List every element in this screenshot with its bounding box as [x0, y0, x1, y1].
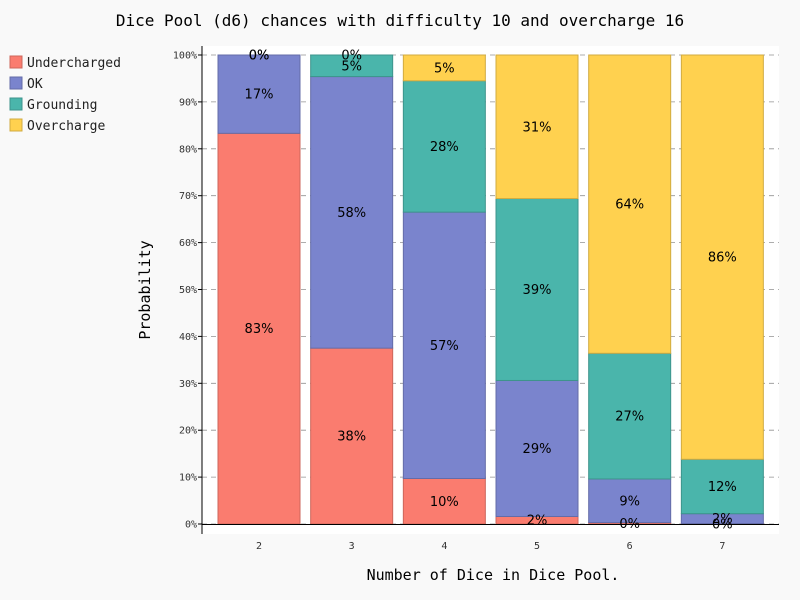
y-tick-label: 20%	[179, 426, 197, 437]
bar-segment-ok	[495, 379, 579, 517]
x-tick-labels: 2 3 4 5 6 7	[256, 541, 725, 552]
data-label: 58%	[337, 206, 366, 221]
bar-segment-grounding	[680, 458, 764, 515]
legend-swatch	[9, 55, 23, 69]
bar-segment-overcharge	[495, 54, 579, 200]
data-label: 31%	[523, 120, 552, 135]
y-tick-labels: 0% 10% 20% 30% 40% 50% 60% 70% 80% 90% 100%	[173, 51, 197, 531]
chart-title: Dice Pool (d6) chances with difficulty 1…	[116, 11, 684, 30]
x-tick-label: 5	[534, 541, 540, 552]
data-label: 9%	[619, 494, 640, 509]
y-tick-label: 60%	[179, 238, 197, 249]
y-tick-label: 90%	[179, 97, 197, 108]
data-label: 0%	[249, 49, 270, 64]
legend-label: Grounding	[27, 98, 97, 113]
x-tick-label: 6	[627, 541, 633, 552]
y-tick-label: 40%	[179, 332, 197, 343]
legend-swatch	[9, 76, 23, 90]
data-label: 27%	[615, 410, 644, 425]
y-tick-label: 0%	[185, 520, 197, 531]
x-tick-label: 2	[256, 541, 262, 552]
bar-segment-undercharged	[217, 132, 301, 525]
legend: Undercharged OK Grounding Overcharge	[9, 55, 121, 134]
data-labels-group: 83%17%0%0%38%58%5%0%10%57%28%5%2%29%39%3…	[245, 49, 737, 533]
legend-label: Undercharged	[27, 56, 121, 71]
data-label: 2%	[527, 514, 548, 529]
x-axis-title: Number of Dice in Dice Pool.	[367, 566, 620, 584]
bar-segment-undercharged	[310, 347, 394, 525]
x-tick-label: 7	[719, 541, 725, 552]
data-label: 38%	[337, 430, 366, 445]
data-label: 29%	[523, 442, 552, 457]
data-label: 39%	[523, 283, 552, 298]
bar-segment-overcharge	[680, 54, 764, 460]
y-tick-label: 100%	[173, 51, 197, 62]
data-label: 10%	[430, 495, 459, 510]
bar-segment-ok	[588, 478, 672, 524]
y-tick-label: 10%	[179, 473, 197, 484]
data-label: 5%	[341, 59, 362, 74]
bar-segment-grounding	[402, 80, 486, 213]
bar-segment-grounding	[310, 54, 394, 78]
data-label: 0%	[341, 49, 362, 64]
legend-swatch	[9, 97, 23, 111]
data-label: 2%	[712, 512, 733, 527]
legend-label: OK	[27, 77, 43, 92]
data-label: 57%	[430, 339, 459, 354]
y-tick-label: 80%	[179, 144, 197, 155]
y-axis-title: Probability	[136, 240, 154, 339]
y-tick-label: 70%	[179, 191, 197, 202]
legend-label: Overcharge	[27, 119, 105, 134]
bar-segment-ok	[310, 76, 394, 349]
bar-segment-overcharge	[588, 54, 672, 354]
data-label: 86%	[708, 251, 737, 266]
data-label: 12%	[708, 480, 737, 495]
bar-segment-overcharge	[402, 54, 486, 82]
x-tick-label: 4	[441, 541, 447, 552]
x-tick-label: 3	[349, 541, 355, 552]
bar-segment-ok	[402, 211, 486, 480]
data-label: 0%	[249, 49, 270, 64]
legend-swatch	[9, 118, 23, 132]
bars-group	[217, 54, 764, 525]
data-label: 83%	[245, 322, 274, 337]
bar-segment-ok	[217, 54, 301, 134]
data-label: 28%	[430, 140, 459, 155]
data-label: 5%	[434, 61, 455, 76]
data-label: 64%	[615, 198, 644, 213]
bar-segment-grounding	[495, 198, 579, 381]
y-tick-label: 30%	[179, 379, 197, 390]
data-label: 17%	[245, 88, 274, 103]
y-tick-label: 50%	[179, 285, 197, 296]
